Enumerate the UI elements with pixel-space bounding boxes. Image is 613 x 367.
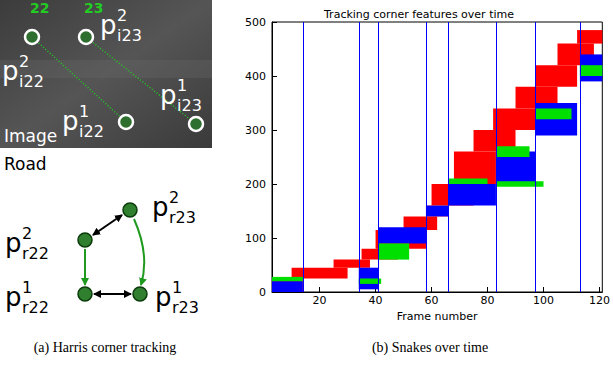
svg-text:1: 1 bbox=[22, 278, 32, 297]
svg-text:Frame number: Frame number bbox=[397, 310, 478, 323]
svg-text:Tracking corner features over: Tracking corner features over time bbox=[323, 8, 514, 21]
svg-text:40: 40 bbox=[369, 294, 383, 307]
svg-text:1: 1 bbox=[79, 102, 89, 121]
svg-text:p: p bbox=[155, 282, 172, 312]
svg-text:i23: i23 bbox=[117, 26, 142, 45]
svg-text:100: 100 bbox=[533, 294, 554, 307]
svg-text:p: p bbox=[2, 56, 19, 86]
svg-text:120: 120 bbox=[589, 294, 610, 307]
svg-text:0: 0 bbox=[259, 286, 266, 299]
svg-text:20: 20 bbox=[313, 294, 327, 307]
svg-text:22: 22 bbox=[30, 0, 49, 16]
svg-text:2: 2 bbox=[169, 188, 179, 207]
svg-text:400: 400 bbox=[245, 70, 266, 83]
svg-text:r22: r22 bbox=[22, 244, 49, 263]
svg-text:1: 1 bbox=[172, 278, 182, 297]
svg-text:60: 60 bbox=[425, 294, 439, 307]
svg-text:2: 2 bbox=[117, 6, 127, 25]
svg-text:80: 80 bbox=[481, 294, 495, 307]
svg-text:p: p bbox=[152, 192, 169, 222]
svg-text:i22: i22 bbox=[19, 72, 44, 91]
svg-text:2: 2 bbox=[22, 224, 32, 243]
svg-text:100: 100 bbox=[245, 232, 266, 245]
svg-text:p: p bbox=[160, 80, 177, 110]
svg-text:Image: Image bbox=[4, 126, 57, 146]
svg-text:500: 500 bbox=[245, 16, 266, 29]
svg-text:r22: r22 bbox=[22, 298, 49, 317]
svg-text:2: 2 bbox=[19, 52, 29, 71]
svg-text:1: 1 bbox=[177, 76, 187, 95]
svg-text:r23: r23 bbox=[169, 208, 196, 227]
svg-text:p: p bbox=[100, 10, 117, 40]
svg-text:300: 300 bbox=[245, 124, 266, 137]
svg-text:23: 23 bbox=[84, 0, 104, 16]
svg-text:i22: i22 bbox=[79, 122, 104, 141]
svg-text:r23: r23 bbox=[172, 298, 199, 317]
svg-text:p: p bbox=[5, 282, 22, 312]
svg-text:Road: Road bbox=[4, 154, 47, 174]
svg-text:p: p bbox=[62, 106, 79, 136]
svg-text:i23: i23 bbox=[177, 96, 202, 115]
svg-text:200: 200 bbox=[245, 178, 266, 191]
svg-text:(b) Snakes over time: (b) Snakes over time bbox=[372, 340, 488, 356]
svg-text:(a) Harris corner tracking: (a) Harris corner tracking bbox=[34, 340, 177, 356]
svg-text:p: p bbox=[5, 228, 22, 258]
